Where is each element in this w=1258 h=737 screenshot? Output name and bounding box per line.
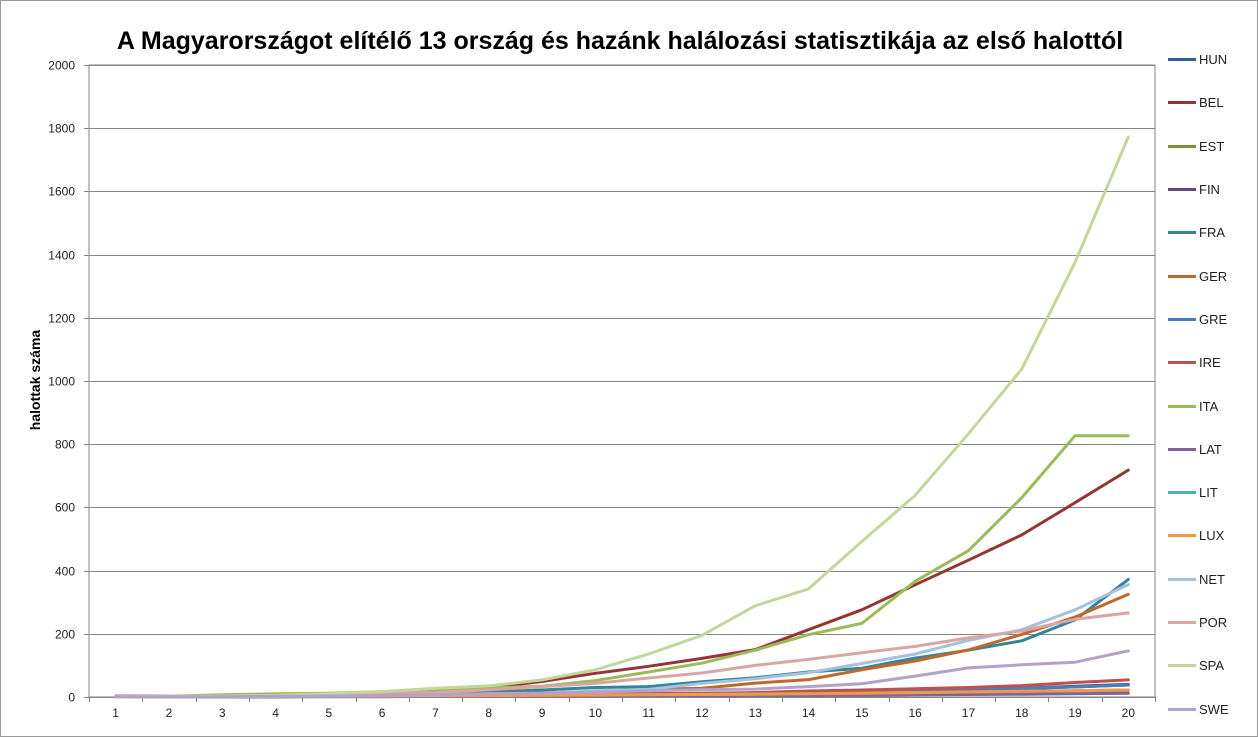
legend-label: SPA [1199,658,1225,674]
y-tick-label: 1800 [48,122,75,136]
legend-label: FRA [1199,225,1225,241]
legend-label: GRE [1199,311,1228,327]
legend-swatch [1168,188,1196,192]
legend-label: NET [1199,571,1225,587]
y-tick-label: 1400 [48,249,75,263]
series-line-spa [114,135,1130,699]
x-tick-label: 11 [642,706,655,720]
y-tick-label: 200 [55,628,75,642]
legend-swatch [1168,361,1196,365]
y-tick-label: 400 [55,565,75,579]
legend-label: SWE [1199,701,1229,717]
legend-label: GER [1199,268,1228,284]
y-tick-label: 800 [55,438,75,452]
x-tick-label: 16 [908,706,922,720]
legend-swatch [1168,231,1196,235]
series-line-swe [114,649,1130,699]
legend-item-lux: LUX [1168,514,1253,557]
x-tick-label: 18 [1015,706,1029,720]
legend-item-hun: HUN [1168,38,1253,81]
legend-item-gre: GRE [1168,298,1253,341]
x-tick-label: 13 [749,706,763,720]
legend-item-est: EST [1168,125,1253,168]
legend-swatch [1168,317,1196,321]
y-tick-label: 0 [68,691,75,705]
legend-swatch [1168,58,1196,62]
legend-item-fin: FIN [1168,168,1253,211]
legend-swatch [1168,577,1196,581]
legend-swatch [1168,101,1196,105]
legend-item-ita: ITA [1168,384,1253,427]
legend-label: LUX [1199,528,1225,544]
y-tick-label: 1600 [48,185,75,199]
x-tick-label: 7 [432,706,439,720]
legend-label: ITA [1199,398,1219,414]
series-line-ita [114,434,1130,698]
series-line-por [114,611,1130,699]
legend-item-lit: LIT [1168,471,1253,514]
x-tick-label: 20 [1122,706,1136,720]
chart-legend: HUN BEL EST FIN FRA GER GRE IRE ITA LAT LIT LUX NET P… [1168,38,1253,731]
legend-swatch [1168,534,1196,538]
x-tick-label: 5 [326,706,333,720]
legend-item-bel: BEL [1168,81,1253,124]
legend-swatch [1168,664,1196,668]
legend-label: EST [1199,138,1225,154]
legend-item-ger: GER [1168,254,1253,297]
chart-title: A Magyarországot elítélő 13 ország és ha… [116,27,1124,55]
legend-label: POR [1199,615,1228,630]
legend-swatch [1168,144,1196,148]
legend-item-lat: LAT [1168,428,1253,471]
legend-label: HUN [1199,52,1228,68]
legend-label: LIT [1199,485,1218,501]
legend-item-net: NET [1168,558,1253,601]
x-tick-label: 1 [112,706,119,720]
legend-swatch [1168,491,1196,495]
y-tick-label: 2000 [48,59,75,73]
y-tick-label: 1000 [48,375,75,389]
legend-item-spa: SPA [1168,644,1253,687]
legend-item-fra: FRA [1168,211,1253,254]
x-tick-label: 3 [219,706,226,720]
legend-label: LAT [1199,441,1222,457]
legend-item-swe: SWE [1168,687,1253,730]
x-tick-label: 2 [166,706,173,720]
x-tick-label: 4 [272,706,279,720]
legend-swatch [1168,621,1196,624]
x-tick-label: 6 [379,706,386,720]
legend-swatch [1168,447,1196,451]
x-tick-label: 12 [695,706,709,720]
legend-label: FIN [1199,182,1220,198]
legend-swatch [1168,274,1196,278]
legend-item-ire: IRE [1168,341,1253,384]
legend-swatch [1168,707,1196,711]
x-tick-label: 17 [962,706,976,720]
x-tick-label: 19 [1068,706,1082,720]
legend-swatch [1168,404,1196,408]
legend-label: BEL [1199,95,1224,111]
x-tick-label: 15 [855,706,869,720]
y-tick-label: 600 [55,501,75,515]
legend-item-por: POR [1168,601,1253,644]
x-tick-label: 10 [589,706,603,720]
y-tick-label: 1200 [48,312,75,326]
x-tick-label: 8 [485,706,492,720]
legend-label: IRE [1199,355,1221,371]
x-tick-label: 14 [802,706,816,720]
x-tick-label: 9 [539,706,546,720]
